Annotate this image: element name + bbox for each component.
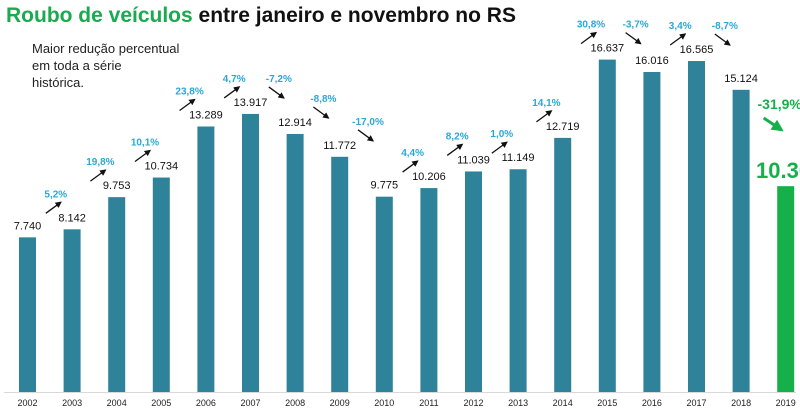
pct-change-label: 10,1% [131, 138, 159, 149]
x-tick-label: 2007 [240, 398, 260, 408]
pct-change-label: 14,1% [532, 98, 560, 109]
title-rest: entre janeiro e novembro no RS [198, 4, 516, 27]
pct-change-label: -7,2% [266, 74, 292, 85]
bar [197, 126, 215, 392]
x-tick-label: 2015 [597, 398, 617, 408]
pct-change-label: 5,2% [44, 189, 67, 200]
title-highlight: Roubo de veículos [6, 4, 193, 27]
bar [420, 188, 438, 392]
x-tick-label: 2006 [196, 398, 216, 408]
x-tick-label: 2008 [285, 398, 305, 408]
arrow [313, 106, 330, 119]
arrow [357, 129, 375, 142]
data-label: 12.914 [278, 117, 312, 129]
arrow [402, 160, 419, 173]
arrow [90, 169, 107, 182]
arrow [714, 33, 731, 46]
pct-change-label: -31,9% [758, 96, 800, 112]
chart-title: Roubo de veículos entre janeiro e novemb… [6, 4, 516, 28]
x-tick-label: 2002 [17, 398, 37, 408]
x-tick-label: 2012 [463, 398, 483, 408]
x-tick-label: 2010 [374, 398, 394, 408]
bar [509, 169, 527, 392]
pct-change-label: 19,8% [86, 157, 114, 168]
data-label: 9.775 [371, 180, 399, 192]
pct-change-label: -3,7% [623, 20, 649, 31]
pct-change-label: -8,7% [712, 21, 738, 32]
bar [465, 171, 482, 392]
pct-change-label: -8,8% [310, 94, 336, 105]
arrow [762, 116, 784, 132]
data-label: 16.565 [680, 44, 714, 56]
data-label: 10.302 [756, 158, 800, 183]
bar [152, 177, 170, 392]
bar [331, 156, 349, 392]
arrow [134, 149, 152, 163]
x-tick-label: 2011 [419, 398, 438, 408]
data-label: 13.289 [189, 109, 223, 121]
bar [643, 72, 661, 393]
data-label: 7.740 [14, 220, 42, 232]
x-tick-label: 2005 [151, 398, 171, 408]
bar [286, 133, 304, 393]
data-label: 9.753 [103, 180, 131, 192]
pct-change-label: 23,8% [175, 86, 203, 97]
x-tick-label: 2013 [508, 398, 528, 408]
pct-change-label: 4,7% [223, 74, 246, 85]
pct-change-label: 3,4% [669, 21, 692, 32]
bar [777, 186, 795, 392]
bar [19, 237, 36, 392]
x-tick-label: 2014 [553, 398, 573, 408]
data-label: 8.142 [58, 212, 86, 224]
x-tick-label: 2016 [642, 398, 662, 408]
pct-change-label: 1,0% [490, 129, 513, 140]
arrow [223, 86, 241, 99]
pct-change-label: 8,2% [446, 131, 469, 142]
data-label: 16.637 [590, 43, 624, 55]
data-label: 10.206 [412, 171, 446, 183]
bar [688, 61, 705, 392]
data-label: 11.039 [457, 154, 490, 166]
data-label: 16.016 [635, 55, 669, 67]
data-label: 15.124 [724, 73, 758, 85]
arrow [268, 86, 285, 99]
bar [375, 196, 393, 392]
x-tick-label: 2003 [62, 398, 82, 408]
arrow [179, 98, 196, 112]
arrow [625, 32, 642, 45]
bar [554, 137, 572, 392]
data-label: 12.719 [546, 121, 580, 133]
arrow [45, 201, 62, 214]
bar [598, 59, 616, 392]
x-tick-label: 2004 [107, 398, 127, 408]
x-tick-label: 2017 [686, 398, 706, 408]
bar [242, 113, 259, 392]
data-label: 13.917 [234, 97, 268, 109]
chart-annotation: Maior redução percentual em toda a série… [32, 41, 180, 90]
x-tick-label: 2009 [330, 398, 350, 408]
arrow [536, 110, 553, 123]
arrow [446, 143, 464, 156]
data-label: 10.734 [144, 161, 178, 173]
pct-change-label: 30,8% [577, 20, 605, 31]
bar [108, 197, 126, 392]
x-tick-label: 2019 [776, 398, 796, 408]
bar [732, 89, 750, 392]
arrow [491, 141, 508, 154]
pct-change-label: 4,4% [401, 148, 424, 159]
data-label: 11.772 [323, 140, 356, 152]
bar [63, 229, 81, 392]
pct-change-label: -17,0% [352, 117, 384, 128]
arrow [580, 31, 598, 45]
x-tick-label: 2018 [731, 398, 751, 408]
arrow [669, 33, 687, 46]
data-label: 11.149 [502, 152, 535, 164]
